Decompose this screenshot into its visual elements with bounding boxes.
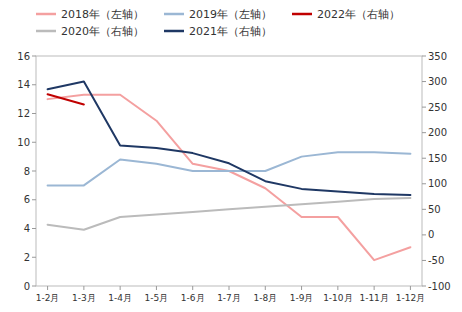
right-axis: -100 -50 0 50 100 150 200 250 300 350 [422, 51, 451, 292]
tick-mark [32, 199, 36, 200]
tick-label: 4 [24, 223, 30, 234]
chart-svg: 0 2 4 6 8 10 12 14 16 -100 -50 0 50 100 150 200 250 300 35… [0, 0, 462, 312]
tick-label: 12 [17, 108, 30, 119]
legend-label: 2022年（右轴） [317, 8, 400, 21]
tick-mark [422, 158, 426, 159]
tick-label: 1-3月 [72, 293, 96, 303]
tick-mark [120, 286, 121, 290]
tick-label: 100 [428, 178, 447, 189]
tick-label: 1-2月 [36, 293, 60, 303]
series-line [48, 95, 411, 260]
series-line [48, 152, 411, 185]
legend-swatch [36, 30, 56, 33]
legend-swatch [292, 13, 312, 16]
tick-mark [422, 107, 426, 108]
tick-mark [422, 132, 426, 133]
tick-mark [83, 286, 84, 290]
tick-label: 10 [17, 137, 30, 148]
legend-label: 2018年（左轴） [61, 8, 144, 21]
tick-label: 1-10月 [323, 293, 352, 303]
tick-mark [422, 234, 426, 235]
tick-label: 16 [17, 51, 30, 62]
tick-label: 8 [24, 166, 30, 177]
tick-label: 1-11月 [359, 293, 388, 303]
tick-label: 300 [428, 76, 447, 87]
tick-mark [422, 56, 426, 57]
tick-label: 1-5月 [145, 293, 169, 303]
series-line [48, 82, 411, 195]
tick-label: 1-9月 [290, 293, 314, 303]
legend-label: 2019年（左轴） [189, 8, 272, 21]
tick-label: 1-6月 [181, 293, 205, 303]
plot-frame [36, 56, 422, 286]
tick-mark [32, 56, 36, 57]
tick-mark [265, 286, 266, 290]
tick-label: 0 [24, 281, 30, 292]
tick-label: 200 [428, 127, 447, 138]
tick-label: -100 [428, 281, 451, 292]
tick-mark [47, 286, 48, 290]
tick-label: 2 [24, 252, 30, 263]
tick-label: 0 [428, 229, 434, 240]
legend-swatch [164, 13, 184, 16]
tick-mark [301, 286, 302, 290]
x-axis: 1-2月 1-3月 1-4月 1-5月 1-6月 1-7月 1-8月 1-9月 1-10月 1-1… [36, 286, 425, 303]
tick-mark [32, 286, 36, 287]
series-line [48, 94, 84, 104]
legend-label: 2021年（右轴） [189, 25, 272, 38]
tick-label: -50 [428, 255, 444, 266]
tick-label: 350 [428, 51, 447, 62]
tick-mark [32, 142, 36, 143]
tick-mark [337, 286, 338, 290]
tick-mark [422, 260, 426, 261]
tick-label: 1-4月 [108, 293, 132, 303]
tick-label: 1-12月 [396, 293, 425, 303]
tick-mark [422, 81, 426, 82]
legend-swatch [164, 30, 184, 33]
legend: 2018年（左轴） 2019年（左轴） 2022年（右轴） 2020年（右轴） 2021… [36, 8, 400, 38]
tick-label: 250 [428, 102, 447, 113]
tick-mark [32, 228, 36, 229]
tick-mark [32, 84, 36, 85]
legend-swatch [36, 13, 56, 16]
tick-mark [32, 113, 36, 114]
tick-mark [192, 286, 193, 290]
left-axis: 0 2 4 6 8 10 12 14 16 [17, 51, 36, 292]
tick-label: 1-7月 [217, 293, 241, 303]
tick-mark [156, 286, 157, 290]
tick-mark [374, 286, 375, 290]
tick-mark [32, 257, 36, 258]
tick-mark [422, 286, 426, 287]
tick-mark [422, 183, 426, 184]
tick-label: 1-8月 [253, 293, 277, 303]
tick-mark [422, 209, 426, 210]
tick-label: 14 [17, 79, 30, 90]
legend-label: 2020年（右轴） [61, 25, 144, 38]
tick-label: 50 [428, 204, 441, 215]
series-lines [48, 82, 411, 261]
tick-label: 6 [24, 194, 30, 205]
series-line [48, 198, 411, 230]
tick-mark [229, 286, 230, 290]
tick-mark [410, 286, 411, 290]
tick-mark [32, 171, 36, 172]
tick-label: 150 [428, 153, 447, 164]
chart-container: 0 2 4 6 8 10 12 14 16 -100 -50 0 50 100 150 200 250 300 35… [0, 0, 462, 312]
